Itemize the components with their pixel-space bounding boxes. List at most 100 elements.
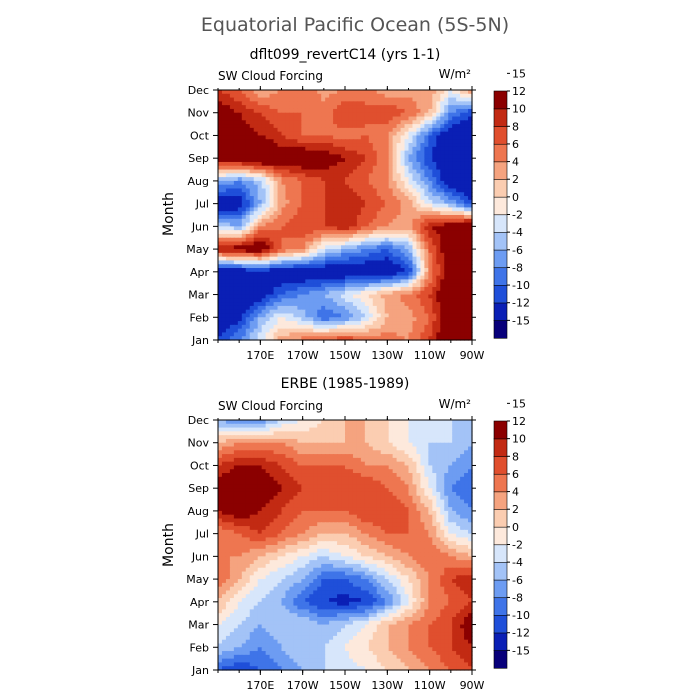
heatmap-cell <box>416 423 422 429</box>
heatmap-cell <box>277 124 283 129</box>
heatmap-cell <box>229 143 235 148</box>
heatmap-cell <box>392 249 398 254</box>
heatmap-cell <box>265 184 271 190</box>
heatmap-cell <box>444 158 449 163</box>
heatmap-cell <box>309 93 314 99</box>
heatmap-cell <box>440 158 445 163</box>
heatmap-cell <box>400 264 406 269</box>
heatmap-cell <box>218 188 223 193</box>
heatmap-cell <box>440 264 445 269</box>
heatmap-cell <box>352 298 358 303</box>
heatmap-cell <box>257 256 263 262</box>
heatmap-cell <box>436 222 441 227</box>
heatmap-cell <box>356 279 362 284</box>
heatmap-cell <box>229 139 235 144</box>
heatmap-cell <box>360 454 366 459</box>
heatmap-cell <box>456 196 461 201</box>
heatmap-cell <box>444 101 449 106</box>
heatmap-cell <box>408 196 414 201</box>
heatmap-cell <box>301 177 306 182</box>
heatmap-cell <box>237 154 243 159</box>
heatmap-cell <box>273 271 279 277</box>
heatmap-cell <box>364 324 370 330</box>
heatmap-cell <box>352 196 358 201</box>
heatmap-cell <box>416 143 422 148</box>
heatmap-cell <box>229 211 235 216</box>
heatmap-cell <box>233 317 239 322</box>
heatmap-cell <box>428 438 433 444</box>
heatmap-cell <box>221 260 227 265</box>
heatmap-cell <box>229 203 235 209</box>
heatmap-cell <box>345 245 350 250</box>
heatmap-cell <box>384 431 390 436</box>
heatmap-cell <box>416 446 422 451</box>
heatmap-cell <box>229 328 235 334</box>
heatmap-cell <box>325 298 330 303</box>
heatmap-cell <box>241 124 247 129</box>
heatmap-cell <box>261 222 267 227</box>
heatmap-cell <box>408 105 414 110</box>
heatmap-cell <box>225 420 231 425</box>
heatmap-cell <box>364 275 370 280</box>
heatmap-cell <box>245 93 251 99</box>
heatmap-cell <box>281 420 287 425</box>
heatmap-cell <box>404 131 410 137</box>
heatmap-cell <box>384 222 390 227</box>
heatmap-cell <box>412 169 418 174</box>
heatmap-cell <box>309 158 314 163</box>
heatmap-cell <box>233 427 239 432</box>
heatmap-cell <box>412 199 418 205</box>
heatmap-cell <box>249 146 255 152</box>
heatmap-cell <box>333 135 338 140</box>
heatmap-cell <box>325 97 330 102</box>
heatmap-cell <box>348 211 354 216</box>
heatmap-cell <box>261 305 267 311</box>
heatmap-cell <box>218 135 223 140</box>
heatmap-cell <box>301 309 306 315</box>
heatmap-cell <box>468 321 473 326</box>
heatmap-cell <box>261 188 267 193</box>
heatmap-cell <box>392 268 398 273</box>
heatmap-cell <box>416 180 422 186</box>
heatmap-cell <box>380 241 386 246</box>
heatmap-cell <box>360 222 366 227</box>
heatmap-cell <box>257 252 263 258</box>
heatmap-cell <box>221 298 227 303</box>
heatmap-cell <box>305 131 310 137</box>
heatmap-cell <box>285 241 291 246</box>
heatmap-cell <box>424 317 429 322</box>
heatmap-cell <box>356 317 362 322</box>
heatmap-cell <box>436 298 441 303</box>
heatmap-cell <box>337 93 342 99</box>
heatmap-cell <box>384 260 390 265</box>
heatmap-cell <box>396 177 402 182</box>
heatmap-cell <box>321 241 326 246</box>
heatmap-cell <box>468 97 473 102</box>
heatmap-cell <box>436 283 441 288</box>
heatmap-cell <box>424 332 429 337</box>
heatmap-cell <box>380 328 386 334</box>
heatmap-cell <box>281 450 287 455</box>
heatmap-cell <box>468 188 473 193</box>
heatmap-cell <box>448 290 453 296</box>
heatmap-cell <box>341 143 346 148</box>
heatmap-cell <box>348 139 354 144</box>
heatmap-cell <box>372 192 378 197</box>
heatmap-cell <box>297 154 302 159</box>
heatmap-cell <box>269 442 275 448</box>
heatmap-cell <box>317 105 322 110</box>
heatmap-cell <box>412 97 418 102</box>
heatmap-cell <box>360 328 366 334</box>
heatmap-cell <box>341 124 346 129</box>
heatmap-cell <box>233 283 239 288</box>
heatmap-cell <box>404 420 410 425</box>
heatmap-cell <box>273 454 279 459</box>
heatmap-cell <box>253 180 259 186</box>
heatmap-cell <box>241 93 247 99</box>
heatmap-cell <box>305 196 310 201</box>
heatmap-cell <box>249 317 255 322</box>
heatmap-cell <box>341 203 346 209</box>
heatmap-cell <box>321 146 326 152</box>
heatmap-cell <box>448 90 453 95</box>
heatmap-cell <box>229 218 235 224</box>
